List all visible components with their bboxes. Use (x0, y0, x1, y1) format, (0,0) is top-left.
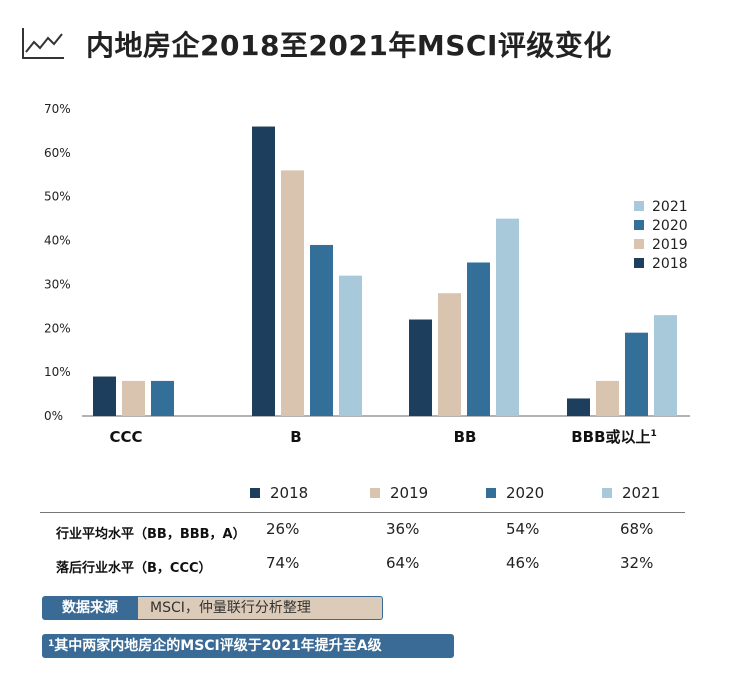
swatch-2020 (486, 488, 496, 498)
bar-2018 (409, 319, 432, 416)
y-tick-label: 50% (44, 190, 71, 204)
legend-swatch-2019 (634, 239, 644, 249)
cell-value: 26% (266, 520, 300, 538)
cell-value: 36% (386, 520, 420, 538)
bar-2020 (310, 244, 333, 416)
legend-swatch-2018 (634, 258, 644, 268)
x-category-label: B (290, 428, 301, 446)
cell-value: 74% (266, 554, 300, 572)
bar-2019 (596, 380, 619, 416)
legend-label-2019: 2019 (652, 237, 688, 253)
table-header-2020: 2020 (486, 484, 544, 502)
table-divider (40, 512, 685, 513)
legend-swatch-2020 (634, 220, 644, 230)
swatch-2019 (370, 488, 380, 498)
header: 内地房企2018至2021年MSCI评级变化 (20, 20, 720, 70)
cell-value: 54% (506, 520, 540, 538)
x-category-label: BB (454, 428, 477, 446)
data-source-label: 数据来源 (42, 596, 138, 620)
summary-table: 2018 2019 2020 2021 行业平均水平（BB，BBB，A） 26%… (40, 484, 700, 576)
swatch-2021 (602, 488, 612, 498)
y-tick-label: 10% (44, 365, 71, 379)
cell-value: 68% (620, 520, 654, 538)
line-chart-icon (22, 28, 64, 59)
y-tick-label: 20% (44, 321, 71, 335)
footnote-marker: 1 (48, 639, 55, 649)
bar-2020 (151, 380, 174, 416)
y-tick-label: 70% (44, 102, 71, 116)
cell-value: 32% (620, 554, 654, 572)
table-row: 行业平均水平（BB，BBB，A） 26% 36% 54% 68% (40, 520, 700, 544)
cell-value: 46% (506, 554, 540, 572)
x-category-label: CCC (109, 428, 142, 446)
table-header-2021: 2021 (602, 484, 660, 502)
bar-2019 (438, 293, 461, 416)
footnote: 1其中两家内地房企的MSCI评级于2021年提升至A级 (42, 634, 454, 658)
x-category-label: BBB或以上1 (571, 428, 657, 446)
bar-2021 (496, 218, 519, 416)
table-header-2019: 2019 (370, 484, 428, 502)
data-source: 数据来源 MSCI，仲量联行分析整理 (42, 596, 383, 620)
row-label: 落后行业水平（B，CCC） (56, 561, 212, 576)
legend-label-2020: 2020 (652, 218, 688, 234)
table-row: 落后行业水平（B，CCC） 74% 64% 46% 32% (40, 554, 700, 578)
y-tick-label: 40% (44, 234, 71, 248)
y-tick-label: 0% (44, 409, 63, 423)
row-label: 行业平均水平（BB，BBB，A） (56, 527, 246, 542)
table-header: 2018 2019 2020 2021 (40, 484, 700, 508)
legend-swatch-2021 (634, 201, 644, 211)
footnote-marker: 1 (651, 429, 657, 439)
bar-2018 (567, 398, 590, 416)
bar-2021 (654, 315, 677, 416)
data-source-value: MSCI，仲量联行分析整理 (138, 596, 383, 620)
footnote-text: 其中两家内地房企的MSCI评级于2021年提升至A级 (54, 638, 382, 654)
legend-label-2018: 2018 (652, 256, 688, 272)
bar-2019 (281, 170, 304, 416)
page-title: 内地房企2018至2021年MSCI评级变化 (86, 29, 612, 62)
bar-2020 (625, 332, 648, 416)
legend-label-2021: 2021 (652, 199, 688, 215)
bar-chart: 0%10%20%30%40%50%60%70%CCC B BB BBB或以上12021… (44, 102, 690, 446)
y-tick-label: 30% (44, 277, 71, 291)
y-tick-label: 60% (44, 146, 71, 160)
swatch-2018 (250, 488, 260, 498)
cell-value: 64% (386, 554, 420, 572)
table-header-2018: 2018 (250, 484, 308, 502)
bar-2019 (122, 380, 145, 416)
bar-2021 (339, 275, 362, 416)
bar-2018 (93, 376, 116, 416)
bar-2020 (467, 262, 490, 416)
bar-2018 (252, 126, 275, 417)
